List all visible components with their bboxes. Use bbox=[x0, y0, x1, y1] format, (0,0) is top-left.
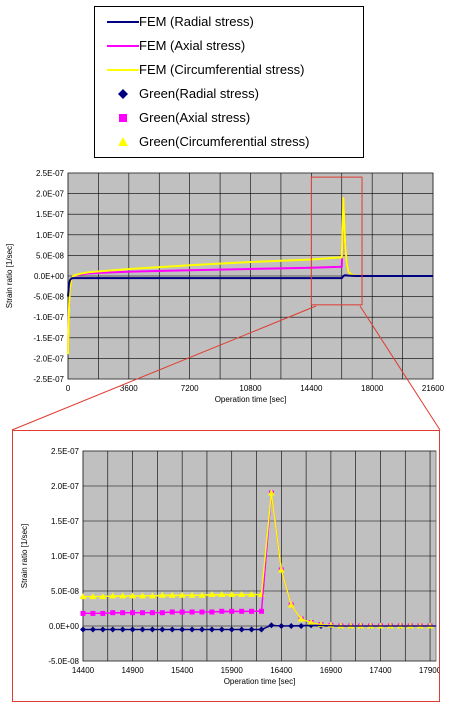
y-tick-label: -5.0E-08 bbox=[33, 293, 64, 302]
data-point bbox=[238, 591, 246, 597]
y-tick-label: 0.0E+00 bbox=[34, 272, 65, 281]
y-tick-label: 5.0E-08 bbox=[36, 251, 65, 260]
data-point bbox=[80, 610, 86, 616]
y-axis-title: Strain ratio [1/sec] bbox=[5, 244, 14, 308]
y-tick-label: 1.5E-07 bbox=[36, 210, 65, 219]
overview-chart: -2.5E-07 -2.0E-07 -1.5E-07 -1.0E-07 -5.0E-08… bbox=[5, 169, 445, 404]
x-tick-label: 16900 bbox=[320, 666, 343, 675]
x-tick-label: 16400 bbox=[270, 666, 293, 675]
legend-diamond-icon bbox=[118, 89, 128, 99]
x-tick-label: 3600 bbox=[120, 384, 138, 393]
legend-line-icon bbox=[107, 21, 139, 23]
legend-line-icon bbox=[107, 45, 139, 47]
y-tick-label: 1.0E-07 bbox=[51, 552, 80, 561]
legend-triangle-icon bbox=[118, 137, 128, 146]
legend-label: Green(Axial stress) bbox=[139, 110, 251, 125]
x-tick-label: 10800 bbox=[239, 384, 262, 393]
y-tick-label: 2.5E-07 bbox=[51, 447, 80, 456]
x-tick-label: 17900 bbox=[419, 666, 439, 675]
legend-label: FEM (Axial stress) bbox=[139, 38, 246, 53]
series-line bbox=[67, 274, 433, 297]
legend: FEM (Radial stress) FEM (Axial stress) F… bbox=[94, 6, 364, 158]
y-tick-label: 1.5E-07 bbox=[51, 517, 80, 526]
x-tick-label: 17400 bbox=[369, 666, 392, 675]
zoom-highlight-box bbox=[310, 176, 363, 306]
y-tick-label: 2.0E-07 bbox=[51, 482, 80, 491]
x-tick-label: 21600 bbox=[422, 384, 445, 393]
y-tick-label: -2.5E-07 bbox=[33, 375, 64, 384]
y-tick-label: 0.0E+00 bbox=[49, 622, 80, 631]
data-point bbox=[178, 591, 186, 598]
x-tick-label: 14400 bbox=[300, 384, 323, 393]
legend-label: Green(Circumferential stress) bbox=[139, 134, 310, 149]
x-tick-label: 14400 bbox=[72, 666, 95, 675]
legend-line-icon bbox=[107, 69, 139, 71]
zoom-chart: -5.0E-08 0.0E+00 5.0E-08 1.0E-07 1.5E-07 2.0E… bbox=[20, 447, 439, 686]
x-tick-label: 15900 bbox=[221, 666, 244, 675]
zoom-frame bbox=[12, 430, 440, 702]
x-tick-label: 18000 bbox=[361, 384, 384, 393]
legend-label: FEM (Radial stress) bbox=[139, 14, 254, 29]
y-tick-label: -1.5E-07 bbox=[33, 334, 64, 343]
y-tick-label: -5.0E-08 bbox=[48, 657, 79, 666]
legend-label: Green(Radial stress) bbox=[139, 86, 259, 101]
legend-entry: Green(Radial stress) bbox=[95, 84, 363, 104]
x-axis-title: Operation time [sec] bbox=[224, 677, 296, 686]
y-tick-label: 2.0E-07 bbox=[36, 190, 65, 199]
data-point bbox=[119, 592, 127, 599]
y-tick-label: 2.5E-07 bbox=[36, 169, 65, 178]
x-tick-label: 7200 bbox=[181, 384, 199, 393]
legend-entry: FEM (Circumferential stress) bbox=[95, 60, 363, 80]
legend-entry: Green(Circumferential stress) bbox=[95, 132, 363, 152]
legend-entry: FEM (Axial stress) bbox=[95, 36, 363, 56]
y-axis-title: Strain ratio [1/sec] bbox=[20, 524, 29, 588]
legend-label: FEM (Circumferential stress) bbox=[139, 62, 305, 77]
y-tick-label: -2.0E-07 bbox=[33, 354, 64, 363]
legend-square-icon bbox=[119, 114, 127, 122]
y-tick-label: 5.0E-08 bbox=[51, 587, 80, 596]
x-tick-label: 15400 bbox=[171, 666, 194, 675]
legend-entry: Green(Axial stress) bbox=[95, 108, 363, 128]
y-tick-label: -1.0E-07 bbox=[33, 313, 64, 322]
x-axis-title: Operation time [sec] bbox=[215, 395, 287, 404]
y-tick-label: 1.0E-07 bbox=[36, 231, 65, 240]
x-tick-label: 0 bbox=[66, 384, 71, 393]
x-tick-label: 14900 bbox=[121, 666, 144, 675]
legend-entry: FEM (Radial stress) bbox=[95, 12, 363, 32]
series-line bbox=[83, 624, 436, 631]
